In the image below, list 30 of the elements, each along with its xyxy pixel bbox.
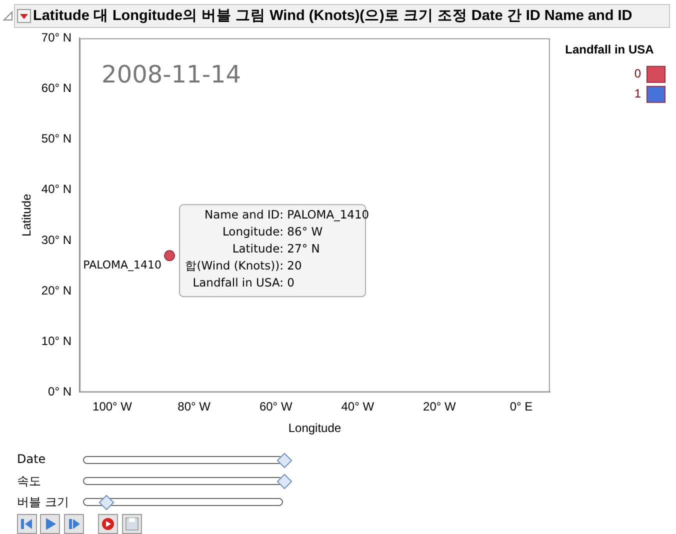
text: 버블 크기 xyxy=(17,494,69,511)
chart-title: Latitude 대 Longitude의 버블 그림 Wind (Knots)(으)로 크기 조정 Date 간 ID Name and ID xyxy=(33,7,632,26)
legend-label: 1 xyxy=(634,86,642,101)
y-tick-label: 0° N xyxy=(48,384,72,399)
y-tick-label: 60° N xyxy=(41,81,72,96)
x-tick-label: 100° W xyxy=(92,400,133,414)
x-tick-label: 60° W xyxy=(259,400,293,414)
text: Date xyxy=(17,452,46,466)
y-axis-title: Latitude xyxy=(20,194,34,237)
annotation: Landfall in USA: 0 xyxy=(192,276,294,290)
x-tick-label: 40° W xyxy=(341,400,375,414)
x-tick-label: 20° W xyxy=(423,400,457,414)
y-tick-label: 10° N xyxy=(41,334,72,348)
text: 속도 xyxy=(17,473,41,490)
annotation: 2008-11-14 xyxy=(102,60,242,88)
x-axis-title: Longitude xyxy=(288,421,342,436)
legend-label: 0 xyxy=(634,66,642,81)
y-tick-label: 30° N xyxy=(41,232,72,247)
annotation: Latitude: 27° N xyxy=(232,242,320,256)
y-tick-label: 70° N xyxy=(41,30,72,45)
annotation: Longitude: 86° W xyxy=(222,224,323,239)
annotation: Name and ID: PALOMA_1410 xyxy=(204,208,370,222)
y-tick-label: 50° N xyxy=(41,132,72,146)
x-tick-label: 0° E xyxy=(510,400,533,414)
y-tick-label: 40° N xyxy=(41,182,72,196)
annotation: 합(Wind (Knots)): 20 xyxy=(184,258,302,273)
legend-title: Landfall in USA xyxy=(565,42,654,56)
annotation: PALOMA_1410 xyxy=(83,258,162,272)
x-tick-label: 80° W xyxy=(178,400,212,414)
y-tick-label: 20° N xyxy=(41,283,72,298)
